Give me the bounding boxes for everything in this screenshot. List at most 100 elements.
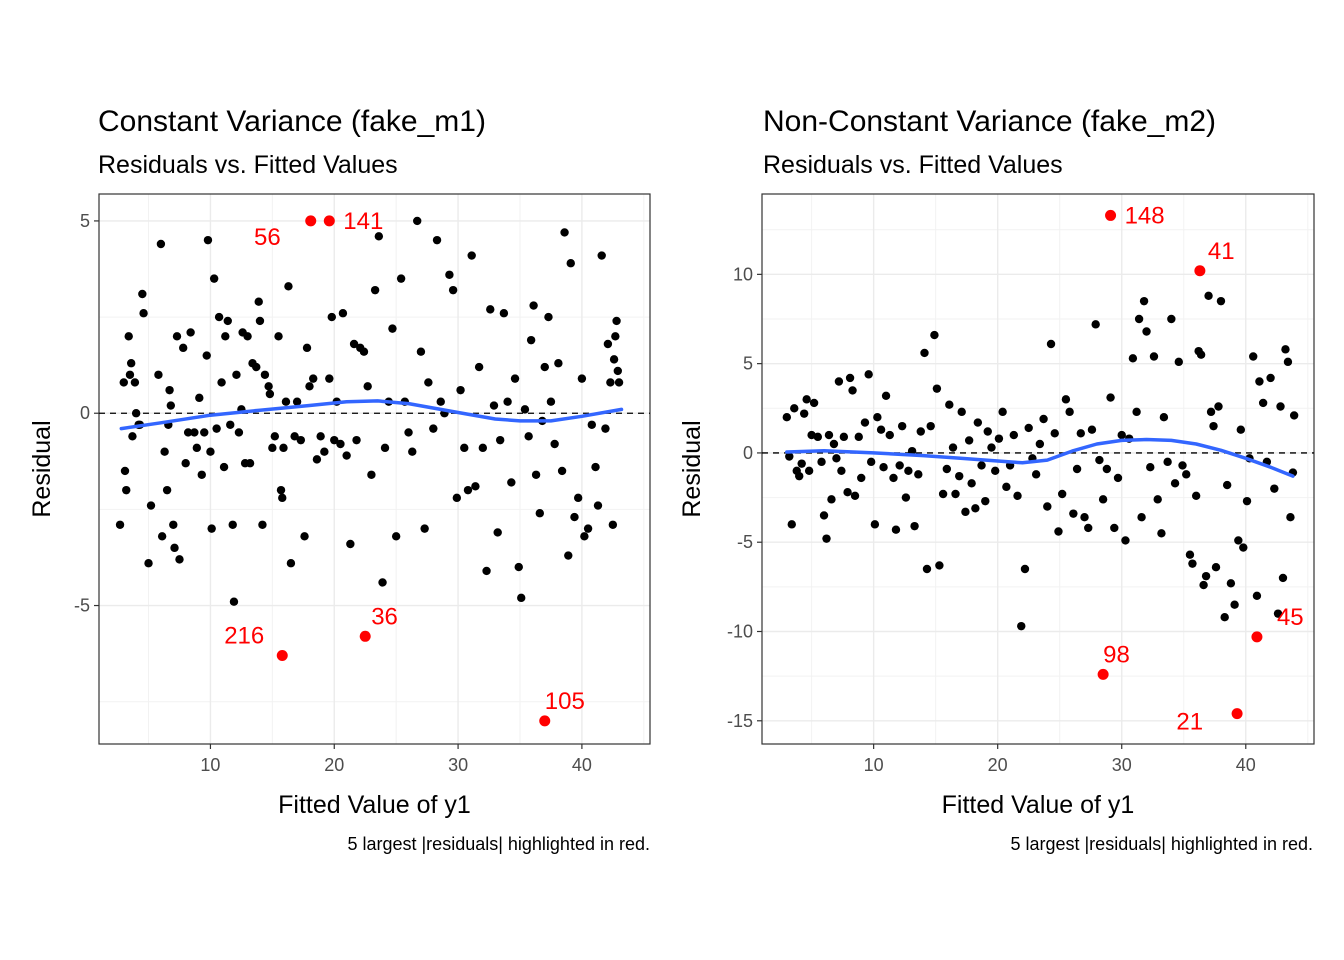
data-point bbox=[157, 532, 167, 541]
data-point bbox=[526, 335, 536, 345]
data-point bbox=[223, 316, 232, 326]
highlighted-point-label: 98 bbox=[1103, 641, 1130, 668]
data-point bbox=[961, 507, 970, 517]
data-point bbox=[524, 432, 533, 441]
data-point bbox=[138, 289, 147, 299]
data-point bbox=[1149, 352, 1159, 361]
data-point bbox=[843, 488, 852, 497]
y-tick-label: -5 bbox=[74, 596, 90, 616]
data-point bbox=[175, 555, 184, 564]
data-point bbox=[938, 489, 948, 499]
data-point bbox=[797, 459, 806, 468]
y-axis-title: Residual bbox=[678, 420, 706, 517]
highlighted-point-label: 45 bbox=[1277, 604, 1304, 631]
data-point bbox=[981, 496, 990, 506]
data-point bbox=[879, 463, 888, 472]
highlighted-points: 56 141 216 36 105 bbox=[224, 208, 585, 727]
data-point bbox=[429, 424, 438, 433]
data-point bbox=[309, 374, 318, 383]
data-point bbox=[146, 501, 156, 510]
data-point bbox=[1239, 543, 1248, 552]
data-point bbox=[1157, 529, 1166, 538]
data-point bbox=[228, 520, 237, 529]
data-point bbox=[819, 511, 829, 520]
data-point bbox=[370, 285, 380, 295]
data-point bbox=[850, 491, 860, 500]
data-point bbox=[1214, 402, 1223, 411]
data-point bbox=[1061, 395, 1071, 404]
y-tick-label: 5 bbox=[743, 354, 753, 374]
data-point bbox=[822, 534, 831, 543]
data-point bbox=[942, 464, 952, 474]
data-point bbox=[1273, 609, 1283, 618]
data-point bbox=[276, 485, 286, 495]
data-point bbox=[292, 397, 302, 406]
data-point bbox=[445, 270, 454, 279]
data-point bbox=[234, 428, 244, 437]
data-point bbox=[914, 470, 923, 479]
data-point bbox=[817, 457, 826, 467]
x-tick-label: 30 bbox=[448, 755, 468, 775]
highlighted-point-label: 105 bbox=[545, 688, 585, 715]
axis-ticks: 10 20 30 40 -5 0 5 bbox=[74, 211, 592, 775]
x-tick-label: 20 bbox=[988, 755, 1008, 775]
data-point bbox=[1054, 527, 1063, 536]
data-point bbox=[467, 251, 476, 260]
data-point bbox=[977, 461, 986, 470]
x-tick-label: 10 bbox=[200, 755, 220, 775]
data-point bbox=[973, 418, 983, 427]
data-point bbox=[363, 382, 372, 391]
data-point bbox=[1170, 479, 1180, 488]
x-tick-label: 40 bbox=[1236, 755, 1256, 775]
highlighted-point bbox=[1194, 265, 1206, 277]
data-point bbox=[482, 566, 491, 576]
data-point bbox=[1242, 496, 1252, 506]
data-point bbox=[916, 427, 925, 436]
data-point bbox=[782, 413, 792, 422]
data-point bbox=[983, 427, 992, 436]
data-point bbox=[910, 521, 919, 531]
data-point bbox=[212, 424, 221, 433]
data-point bbox=[1017, 621, 1026, 631]
data-point bbox=[613, 366, 623, 376]
data-point bbox=[489, 401, 499, 410]
data-point bbox=[611, 332, 620, 341]
data-point bbox=[945, 400, 954, 409]
data-point bbox=[1153, 495, 1162, 504]
highlighted-point bbox=[1251, 631, 1263, 643]
data-point bbox=[1080, 513, 1089, 522]
data-point bbox=[352, 435, 361, 445]
x-axis-title: Fitted Value of y1 bbox=[942, 791, 1135, 819]
data-point bbox=[202, 351, 211, 360]
data-point bbox=[330, 435, 339, 445]
data-point bbox=[245, 459, 255, 468]
smooth-line bbox=[119, 399, 624, 431]
data-point bbox=[845, 373, 855, 383]
data-point bbox=[922, 564, 932, 574]
data-point bbox=[612, 316, 621, 326]
data-point bbox=[1276, 402, 1285, 411]
data-point bbox=[1211, 563, 1221, 572]
data-point bbox=[209, 274, 219, 283]
data-point bbox=[1255, 377, 1264, 386]
data-point bbox=[904, 466, 913, 475]
data-point bbox=[1174, 357, 1183, 367]
data-point bbox=[1110, 523, 1119, 533]
data-point bbox=[1234, 536, 1243, 545]
data-point bbox=[1084, 523, 1093, 533]
data-point bbox=[195, 393, 204, 403]
data-point bbox=[170, 543, 179, 553]
data-point bbox=[1095, 455, 1104, 465]
data-point bbox=[1142, 327, 1151, 336]
data-point bbox=[1009, 430, 1019, 440]
data-point bbox=[278, 493, 287, 503]
data-point bbox=[1039, 414, 1048, 424]
data-point bbox=[207, 524, 216, 533]
data-point bbox=[424, 378, 433, 387]
data-point bbox=[126, 359, 136, 368]
data-point bbox=[186, 328, 195, 337]
smooth-line bbox=[785, 437, 1295, 478]
data-point bbox=[274, 332, 283, 341]
data-point bbox=[1121, 536, 1130, 545]
data-point bbox=[795, 471, 804, 481]
